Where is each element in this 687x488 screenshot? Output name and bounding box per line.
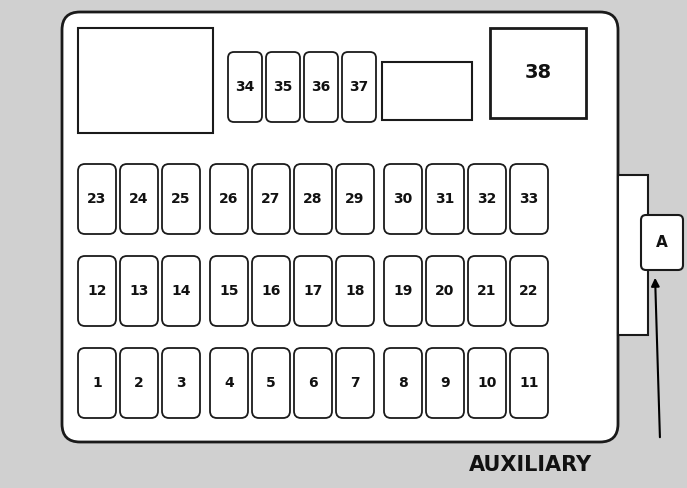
- FancyBboxPatch shape: [426, 348, 464, 418]
- Text: 19: 19: [394, 284, 413, 298]
- FancyBboxPatch shape: [641, 215, 683, 270]
- FancyBboxPatch shape: [266, 52, 300, 122]
- Text: 16: 16: [261, 284, 281, 298]
- FancyBboxPatch shape: [336, 348, 374, 418]
- FancyBboxPatch shape: [120, 164, 158, 234]
- FancyBboxPatch shape: [294, 256, 332, 326]
- FancyBboxPatch shape: [62, 12, 618, 442]
- Text: 14: 14: [171, 284, 191, 298]
- FancyBboxPatch shape: [162, 256, 200, 326]
- FancyBboxPatch shape: [426, 256, 464, 326]
- Text: 28: 28: [303, 192, 323, 206]
- Text: 25: 25: [171, 192, 191, 206]
- FancyBboxPatch shape: [510, 348, 548, 418]
- FancyBboxPatch shape: [252, 256, 290, 326]
- Text: 37: 37: [350, 80, 369, 94]
- Text: 1: 1: [92, 376, 102, 390]
- FancyBboxPatch shape: [384, 348, 422, 418]
- Text: 7: 7: [350, 376, 360, 390]
- Text: 21: 21: [477, 284, 497, 298]
- FancyBboxPatch shape: [426, 164, 464, 234]
- FancyBboxPatch shape: [468, 348, 506, 418]
- Text: A: A: [656, 235, 668, 250]
- FancyBboxPatch shape: [342, 52, 376, 122]
- Text: 31: 31: [436, 192, 455, 206]
- Text: 34: 34: [236, 80, 255, 94]
- Text: 30: 30: [394, 192, 413, 206]
- Text: 33: 33: [519, 192, 539, 206]
- Text: 35: 35: [273, 80, 293, 94]
- FancyBboxPatch shape: [384, 256, 422, 326]
- Text: 38: 38: [524, 63, 552, 82]
- FancyBboxPatch shape: [336, 164, 374, 234]
- FancyBboxPatch shape: [210, 256, 248, 326]
- FancyBboxPatch shape: [468, 256, 506, 326]
- FancyBboxPatch shape: [228, 52, 262, 122]
- FancyBboxPatch shape: [120, 256, 158, 326]
- Text: 22: 22: [519, 284, 539, 298]
- FancyBboxPatch shape: [162, 164, 200, 234]
- Text: 32: 32: [477, 192, 497, 206]
- Bar: [618, 175, 648, 335]
- FancyBboxPatch shape: [120, 348, 158, 418]
- Text: 9: 9: [440, 376, 450, 390]
- Text: 3: 3: [176, 376, 185, 390]
- Bar: [78, 28, 213, 133]
- FancyBboxPatch shape: [468, 164, 506, 234]
- FancyBboxPatch shape: [294, 164, 332, 234]
- FancyBboxPatch shape: [252, 348, 290, 418]
- FancyBboxPatch shape: [510, 164, 548, 234]
- Text: 12: 12: [87, 284, 106, 298]
- Text: 15: 15: [219, 284, 239, 298]
- Bar: [490, 28, 586, 118]
- Text: 2: 2: [134, 376, 144, 390]
- Text: 26: 26: [219, 192, 238, 206]
- Text: 27: 27: [261, 192, 281, 206]
- FancyBboxPatch shape: [78, 256, 116, 326]
- FancyBboxPatch shape: [78, 164, 116, 234]
- Text: 8: 8: [398, 376, 408, 390]
- FancyBboxPatch shape: [510, 256, 548, 326]
- Bar: [382, 62, 472, 120]
- FancyBboxPatch shape: [252, 164, 290, 234]
- FancyBboxPatch shape: [210, 164, 248, 234]
- Text: 17: 17: [304, 284, 323, 298]
- Text: 18: 18: [346, 284, 365, 298]
- Text: 4: 4: [224, 376, 234, 390]
- FancyBboxPatch shape: [336, 256, 374, 326]
- Text: 6: 6: [308, 376, 318, 390]
- FancyBboxPatch shape: [384, 164, 422, 234]
- Text: 36: 36: [311, 80, 330, 94]
- Text: 10: 10: [477, 376, 497, 390]
- Text: 29: 29: [346, 192, 365, 206]
- FancyBboxPatch shape: [294, 348, 332, 418]
- Text: 23: 23: [87, 192, 106, 206]
- Text: 11: 11: [519, 376, 539, 390]
- Text: 24: 24: [129, 192, 149, 206]
- FancyBboxPatch shape: [304, 52, 338, 122]
- FancyBboxPatch shape: [162, 348, 200, 418]
- Text: 13: 13: [129, 284, 148, 298]
- Text: 5: 5: [266, 376, 276, 390]
- Text: 20: 20: [436, 284, 455, 298]
- FancyBboxPatch shape: [210, 348, 248, 418]
- Text: AUXILIARY: AUXILIARY: [469, 455, 592, 475]
- FancyBboxPatch shape: [78, 348, 116, 418]
